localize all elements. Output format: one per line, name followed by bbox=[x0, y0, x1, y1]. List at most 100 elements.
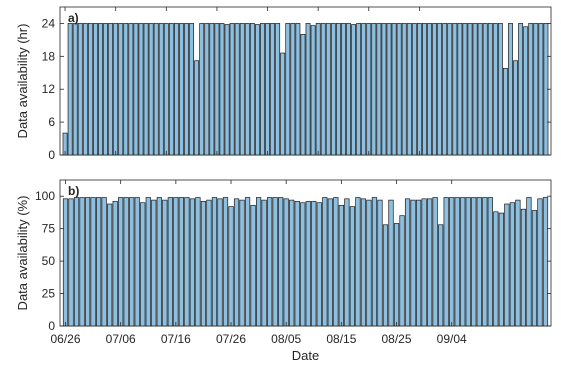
panel-a-bar bbox=[118, 23, 124, 156]
panel-a-bar bbox=[204, 23, 210, 156]
panel-a-bar bbox=[381, 23, 387, 156]
panel-a-bar bbox=[82, 23, 88, 156]
panel-a-bar bbox=[239, 23, 245, 156]
panel-b-ytick-label: 25 bbox=[42, 287, 56, 301]
panel-a-bar bbox=[523, 26, 529, 156]
panel-a-bar bbox=[270, 23, 276, 156]
panel-a-bar bbox=[472, 23, 478, 156]
panel-a-bar bbox=[214, 23, 220, 156]
panel-a-label: a) bbox=[68, 11, 79, 25]
panel-b-bar bbox=[382, 224, 389, 327]
panel-b-xtick-label: 08/15 bbox=[326, 332, 356, 346]
panel-a-bar bbox=[437, 23, 443, 156]
panel-b-ytick-label: 50 bbox=[42, 254, 56, 268]
panel-b-bar bbox=[272, 197, 278, 327]
panel-b-bar bbox=[465, 197, 471, 327]
panel-a-ylabel: Data availability (hr) bbox=[15, 24, 30, 139]
panel-b-bar bbox=[184, 197, 190, 327]
panel-b-bar bbox=[476, 197, 482, 327]
panel-a-bar bbox=[194, 60, 200, 156]
panel-b-bar bbox=[173, 197, 179, 327]
panel-b-bar bbox=[211, 197, 218, 327]
panel-b-bar bbox=[515, 199, 521, 327]
panel-b-bar bbox=[471, 197, 477, 327]
panel-a-bar bbox=[351, 24, 357, 156]
panel-b-ytick-label: 0 bbox=[48, 319, 55, 333]
panel-a-bar bbox=[138, 23, 144, 156]
panel-b-bar bbox=[195, 197, 201, 327]
panel-a-bar bbox=[457, 23, 463, 156]
panel-a-bar bbox=[366, 23, 372, 156]
panel-b-bar bbox=[449, 197, 455, 327]
panel-a-ytick-label: 0 bbox=[48, 148, 55, 162]
panel-a-bar bbox=[497, 23, 503, 156]
panel-b-bar bbox=[377, 199, 383, 327]
panel-b-xtick-label: 09/04 bbox=[437, 332, 467, 346]
panel-a-bar bbox=[452, 23, 458, 156]
panel-a-bar bbox=[128, 23, 134, 156]
panel-a-bar bbox=[93, 23, 98, 156]
panel-a-bar bbox=[442, 23, 448, 156]
panel-b-bar bbox=[344, 198, 350, 327]
panel-a-bar bbox=[219, 23, 225, 156]
panel-a-bar bbox=[462, 23, 468, 156]
panel-b-bar bbox=[311, 201, 317, 327]
panel-b-bar bbox=[96, 197, 102, 327]
panel-b-bar bbox=[244, 197, 251, 327]
panel-a-bar bbox=[477, 23, 483, 156]
panel-a-bar bbox=[280, 52, 286, 156]
panel-b-bar bbox=[399, 215, 405, 327]
panel-b-bar bbox=[68, 198, 74, 327]
panel-a-bar bbox=[87, 23, 93, 156]
panel-a: 0 6 12 18 24 Data availability (hr) a) bbox=[15, 6, 552, 162]
panel-a-bar bbox=[244, 23, 250, 156]
panel-b-bar bbox=[162, 199, 168, 327]
panel-b-bar bbox=[84, 197, 91, 327]
panel-b-bar bbox=[520, 208, 527, 327]
panel-a-bar bbox=[133, 23, 139, 156]
panel-b-bar bbox=[531, 210, 538, 327]
panel-a-bar bbox=[492, 23, 498, 156]
panel-b-bar bbox=[255, 197, 262, 327]
panel-a-bar bbox=[98, 23, 103, 156]
panel-b-bar bbox=[371, 197, 378, 327]
panel-b-bar bbox=[107, 203, 113, 327]
panel-b-bar bbox=[250, 204, 256, 327]
panel-b-xtick-label: 07/26 bbox=[216, 332, 246, 346]
panel-b-bar bbox=[305, 201, 311, 327]
panel-a-bar bbox=[320, 23, 326, 156]
panel-a-bar bbox=[305, 23, 311, 156]
panel-b-bar bbox=[509, 202, 515, 327]
panel-a-bar bbox=[391, 23, 397, 156]
panel-a-bar bbox=[503, 68, 508, 156]
panel-b-bar bbox=[355, 197, 361, 327]
panel-a-bar bbox=[513, 60, 518, 156]
panel-b-bar bbox=[333, 197, 339, 327]
panel-a-bar bbox=[113, 23, 119, 156]
panel-b-bar bbox=[498, 212, 504, 327]
panel-b-label: b) bbox=[68, 184, 79, 198]
panel-b-bar bbox=[542, 197, 549, 327]
panel-b-bar bbox=[151, 199, 157, 327]
panel-b-xtick-label: 06/26 bbox=[51, 332, 81, 346]
panel-b-bar bbox=[427, 198, 433, 327]
panel-b-xtick-label: 08/25 bbox=[382, 332, 412, 346]
panel-b-bar bbox=[487, 197, 493, 327]
panel-b-bar bbox=[438, 224, 444, 327]
panel-b-bar bbox=[267, 197, 273, 327]
panel-a-ytick-label: 24 bbox=[42, 16, 56, 30]
panel-b-bar bbox=[432, 197, 438, 327]
panel-b: 0 25 50 75 100 Data availability (%) b) 06/26 07… bbox=[15, 179, 552, 363]
panel-b-bar bbox=[178, 197, 184, 327]
panel-b-bar bbox=[79, 197, 85, 327]
panel-b-bar bbox=[338, 204, 344, 327]
panel-a-bar bbox=[346, 23, 351, 156]
panel-b-bar bbox=[129, 197, 135, 327]
panel-a-bar bbox=[260, 23, 265, 156]
panel-a-bar bbox=[411, 23, 417, 156]
panel-a-bar bbox=[376, 23, 382, 156]
panel-a-bar bbox=[356, 23, 362, 156]
panel-a-bar bbox=[163, 23, 169, 156]
panel-a-bar bbox=[518, 23, 524, 156]
